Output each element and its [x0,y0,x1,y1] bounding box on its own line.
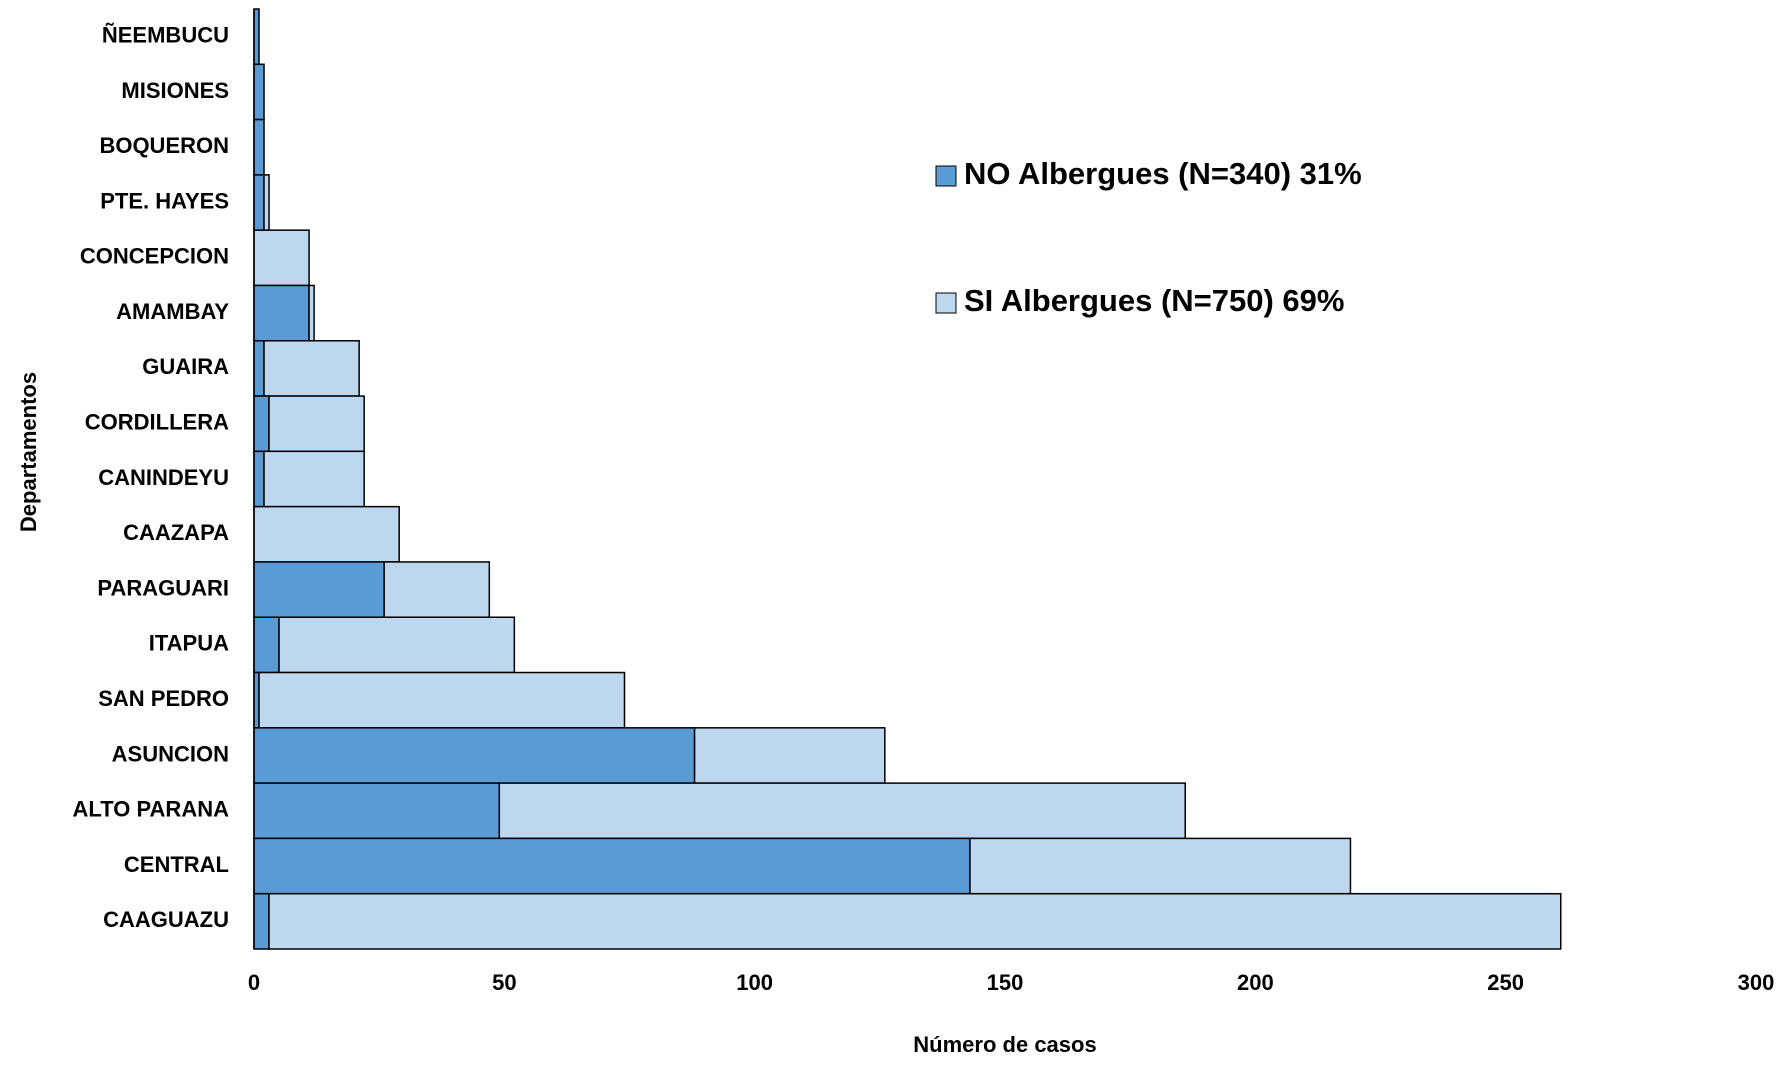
bar-segment [263,340,360,397]
x-tick-label: 300 [1738,970,1775,995]
bar-segment [383,561,491,618]
y-tick-label: ITAPUA [149,631,229,656]
bar-segment [253,229,310,287]
legend-swatch [935,165,957,187]
bar-segment [253,395,270,453]
bar-segment [253,892,270,950]
x-axis-title: Número de casos [913,1032,1096,1057]
y-tick-label: PTE. HAYES [100,188,229,213]
y-tick-label: BOQUERON [99,133,229,158]
bar-segment [253,174,265,231]
bar-segment [253,671,260,729]
bar-segment [253,837,971,895]
x-tick-label: 200 [1237,970,1274,995]
legend-label: SI Albergues (N=750) 69% [964,283,1344,318]
legend-swatch [935,292,957,314]
bar-segment [253,118,265,176]
y-tick-label: CAAZAPA [123,520,229,545]
bar-segment [253,616,280,674]
x-tick-label: 0 [248,970,260,995]
bar-segment [253,782,501,840]
x-tick-label: 150 [987,970,1024,995]
y-tick-label: ÑEEMBUCU [102,22,229,47]
bar-segment [258,671,626,729]
x-tick-label: 50 [492,970,516,995]
bar-segment [263,174,270,231]
y-tick-label: SAN PEDRO [98,686,229,711]
legend-label: NO Albergues (N=340) 31% [964,156,1362,191]
y-tick-label: CONCEPCION [80,244,229,269]
y-tick-label: MISIONES [121,78,229,103]
bar-segment [278,616,516,674]
bar-segment [253,727,696,784]
bar-segment [253,561,385,618]
y-tick-label: CENTRAL [124,852,229,877]
bar-segment [253,63,265,121]
x-tick-label: 100 [736,970,773,995]
bar-segment [253,284,310,342]
y-tick-label: ALTO PARANA [73,797,230,822]
x-tick-label: 250 [1487,970,1524,995]
y-tick-label: CANINDEYU [98,465,229,490]
y-tick-label: PARAGUARI [97,575,229,600]
bar-segment [498,782,1186,840]
y-tick-label: AMAMBAY [116,299,229,324]
bar-segment [268,395,365,453]
y-axis-title: Departamentos [16,372,41,532]
bar-segment [253,340,265,397]
bar-segment [268,892,1562,950]
bar-segment [693,727,886,784]
bar-segment [263,450,365,508]
y-tick-label: ASUNCION [112,741,229,766]
bar-segment [308,284,315,342]
bar-segment [969,837,1352,895]
y-tick-label: CAAGUAZU [103,907,229,932]
y-tick-label: GUAIRA [142,354,229,379]
bar-segment [253,8,260,66]
bar-segment [253,505,400,563]
y-tick-label: CORDILLERA [85,410,229,435]
bar-segment [253,450,265,508]
